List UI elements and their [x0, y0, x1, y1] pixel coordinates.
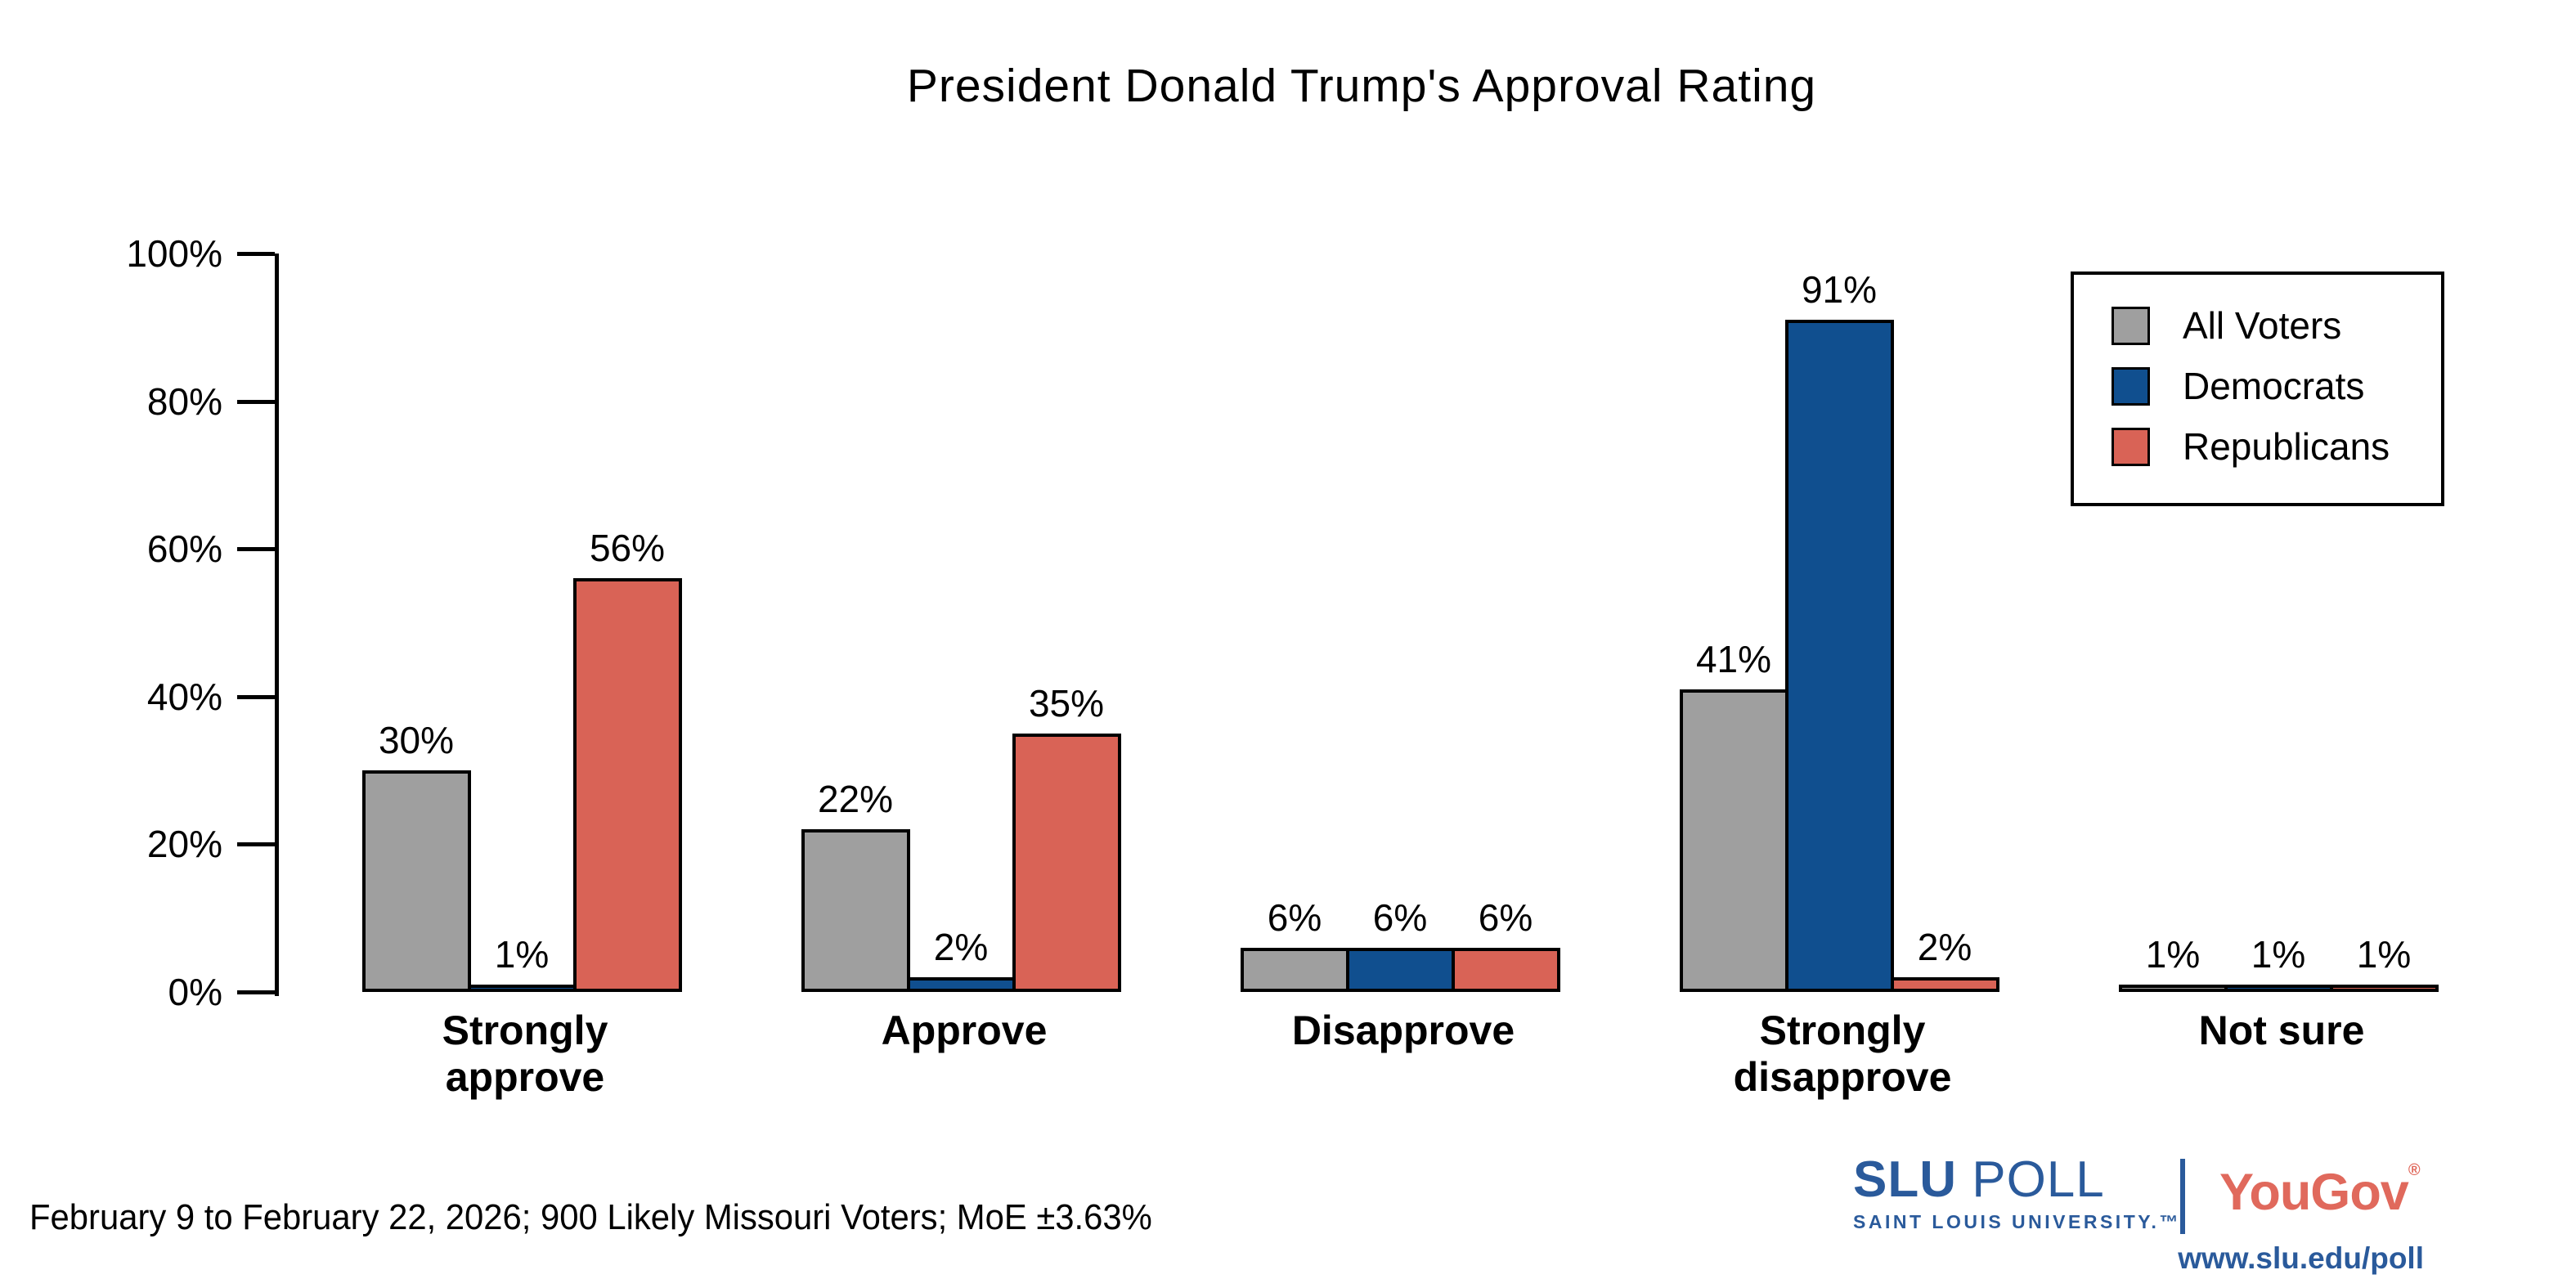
- y-axis-tick-label: 20%: [146, 823, 222, 866]
- slu-wordmark-rest: POLL: [1957, 1151, 2105, 1208]
- bar-democrats: [467, 984, 577, 992]
- bar-all-voters: [1240, 947, 1349, 992]
- y-axis-tick: [237, 399, 275, 404]
- bar-democrats: [906, 976, 1016, 992]
- bar-democrats: [1784, 320, 1894, 992]
- legend-label: All Voters: [2183, 304, 2342, 347]
- bar-value-label: 1%: [2356, 932, 2412, 976]
- legend-swatch-all-voters: [2112, 307, 2150, 345]
- category-label: Strongly disapprove: [1733, 1008, 1952, 1100]
- y-axis-tick: [237, 842, 275, 847]
- bar-value-label: 1%: [2251, 932, 2306, 976]
- category-label: Approve: [881, 1008, 1048, 1053]
- legend-row: Republicans: [2112, 425, 2441, 469]
- legend-row: Democrats: [2112, 365, 2441, 408]
- slu-poll-logo: SLU POLL SAINT LOUIS UNIVERSITY.™: [1853, 1155, 2181, 1232]
- bar-value-label: 91%: [1801, 268, 1878, 312]
- footer-note: February 9 to February 22, 2026; 900 Lik…: [29, 1197, 1152, 1237]
- bar-all-voters: [1679, 689, 1788, 992]
- bar-value-label: 6%: [1372, 895, 1428, 939]
- yougov-wordmark: YouGov: [2219, 1164, 2409, 1221]
- category-label: Strongly approve: [442, 1008, 608, 1100]
- logo-divider: [2180, 1159, 2185, 1234]
- bar-republicans: [1012, 733, 1121, 992]
- registered-mark: ®: [2408, 1161, 2421, 1179]
- y-axis-tick-label: 0%: [168, 971, 222, 1013]
- bar-value-label: 6%: [1478, 895, 1533, 939]
- legend-label: Republicans: [2183, 425, 2390, 468]
- legend: All Voters Democrats Republicans: [2071, 272, 2444, 506]
- bar-value-label: 56%: [589, 527, 666, 570]
- y-axis-tick-label: 100%: [126, 232, 222, 275]
- bar-republicans: [572, 578, 682, 992]
- bar-value-label: 35%: [1028, 681, 1105, 725]
- y-axis-tick-label: 80%: [146, 379, 222, 423]
- yougov-logo: YouGov®: [2219, 1161, 2421, 1222]
- bar-all-voters: [2118, 984, 2228, 992]
- y-axis-tick: [237, 990, 275, 994]
- category-label: Disapprove: [1291, 1008, 1515, 1053]
- bar-value-label: 22%: [817, 778, 894, 821]
- bar-democrats: [1345, 947, 1455, 992]
- bar-all-voters: [361, 770, 471, 992]
- bar-republicans: [1451, 947, 1560, 992]
- bar-value-label: 41%: [1695, 637, 1772, 680]
- slu-wordmark-bold: SLU: [1853, 1151, 1957, 1208]
- y-axis-line: [275, 254, 279, 996]
- legend-swatch-republicans: [2112, 428, 2150, 466]
- bar-value-label: 1%: [2145, 932, 2201, 976]
- y-axis-tick: [237, 547, 275, 552]
- y-axis-tick: [237, 252, 275, 256]
- slu-subtitle: SAINT LOUIS UNIVERSITY.™: [1853, 1211, 2181, 1232]
- bar-republicans: [2329, 984, 2439, 992]
- y-axis-tick: [237, 694, 275, 699]
- bar-democrats: [2224, 984, 2333, 992]
- slu-poll-wordmark: SLU POLL: [1853, 1155, 2181, 1205]
- legend-swatch-democrats: [2112, 367, 2150, 406]
- website-url: www.slu.edu/poll: [2178, 1241, 2424, 1275]
- bar-all-voters: [801, 829, 910, 992]
- y-axis-tick-label: 60%: [146, 527, 222, 571]
- page-title: President Donald Trump's Approval Rating: [906, 60, 1817, 112]
- y-axis-tick-label: 40%: [146, 675, 222, 718]
- bar-value-label: 6%: [1267, 895, 1322, 939]
- bar-value-label: 1%: [494, 932, 550, 976]
- legend-label: Democrats: [2183, 365, 2365, 407]
- bar-republicans: [1890, 976, 1999, 992]
- bar-value-label: 2%: [933, 925, 989, 968]
- legend-row: All Voters: [2112, 304, 2441, 348]
- bar-value-label: 2%: [1917, 925, 1972, 968]
- category-label: Not sure: [2198, 1008, 2365, 1053]
- bar-value-label: 30%: [378, 719, 455, 762]
